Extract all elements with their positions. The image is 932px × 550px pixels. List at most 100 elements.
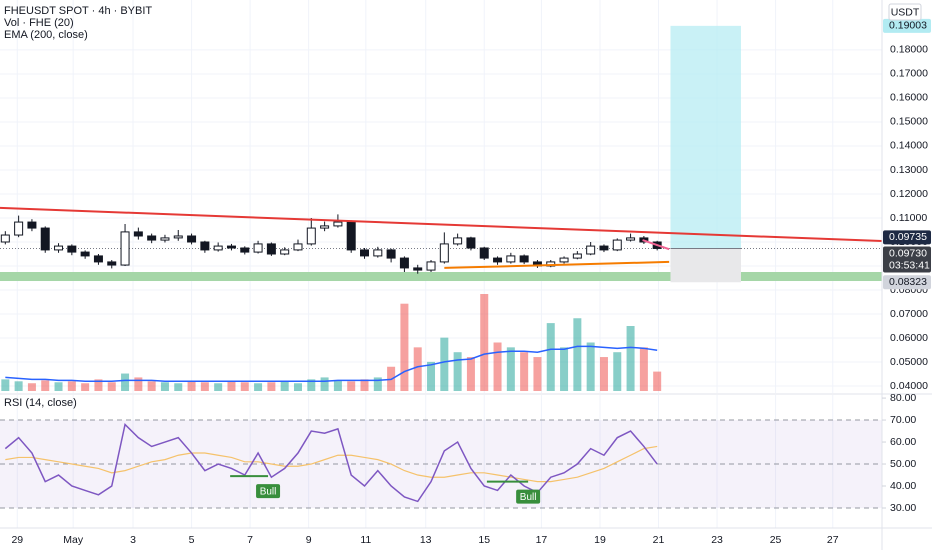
volume-bar (254, 383, 263, 391)
price-tag-label: 0.09735 (889, 231, 927, 243)
candle-body (399, 257, 409, 269)
y-tick-label: 0.18000 (890, 44, 928, 56)
y-tick-label: 60.00 (890, 436, 916, 448)
candle-body (320, 225, 330, 229)
candle-body (373, 249, 383, 257)
rsi-line (4, 422, 658, 503)
candle-body (226, 245, 236, 249)
price-tag (883, 246, 931, 273)
volume-bar (560, 347, 569, 391)
candle-body (253, 243, 263, 253)
price-axis-panel (882, 0, 932, 550)
volume-bar (573, 318, 582, 391)
volume-bar (1, 379, 10, 391)
volume-bar (187, 381, 196, 391)
volume-bar (613, 352, 622, 391)
volume-bar (626, 326, 635, 391)
countdown-label: 03:53:41 (889, 259, 930, 271)
volume-bar (639, 347, 648, 391)
candle-body (14, 221, 24, 236)
volume-ma (5, 345, 658, 383)
x-tick-label: 9 (306, 534, 312, 546)
volume-legend: Vol · FHE (20) (4, 17, 74, 29)
y-tick-label: 70.00 (890, 414, 916, 426)
candle-body (493, 257, 503, 263)
x-tick-label: 23 (711, 534, 723, 546)
candle-body (173, 235, 183, 239)
candle-body (479, 247, 489, 259)
price-tag-label: 0.08323 (889, 276, 927, 288)
volume-bar (586, 342, 595, 391)
candle-body (160, 237, 170, 241)
y-tick-label: 0.04000 (890, 380, 928, 392)
candle-body (67, 245, 77, 253)
volume-bar (240, 382, 249, 391)
volume-bar (54, 382, 63, 391)
volume-bar (466, 357, 475, 391)
volume-bar (27, 383, 36, 391)
candle-body (133, 231, 143, 237)
volume-bar (81, 383, 90, 391)
currency-button[interactable] (888, 3, 922, 21)
y-tick-label: 0.17000 (890, 68, 928, 80)
candle-body (572, 253, 582, 259)
price-tag (883, 275, 931, 290)
ema-legend: EMA (200, close) (4, 29, 88, 41)
volume-bar (533, 357, 542, 391)
volume-bar (41, 380, 50, 391)
candle-body (586, 245, 596, 255)
candle-body (426, 261, 436, 271)
position-stop (670, 248, 741, 283)
price-tag-label: 0.09730 (889, 247, 927, 259)
volume-bar (493, 342, 502, 391)
candle-body (346, 221, 356, 251)
x-tick-label: 27 (827, 534, 839, 546)
signal-badge (516, 489, 541, 504)
position-target (670, 25, 741, 249)
price-tag (883, 230, 931, 245)
volume-bar (293, 383, 302, 391)
candle-body (0, 234, 10, 243)
volume-bar (160, 382, 169, 391)
price-tag-label: 0.19003 (889, 20, 927, 32)
volume-bar (480, 294, 489, 391)
volume-bar (134, 377, 143, 391)
volume-bar (653, 371, 662, 391)
volume-bar (427, 361, 436, 391)
currency-label: USDT (891, 6, 920, 18)
y-tick-label: 0.06000 (890, 332, 928, 344)
candle-body (266, 243, 276, 255)
signal-label: Bull (260, 486, 277, 497)
y-tick-label: 0.16000 (890, 92, 928, 104)
volume-bar (347, 381, 356, 391)
volume-bar (333, 380, 342, 391)
candle-body (147, 235, 157, 241)
x-tick-label: 3 (130, 534, 136, 546)
candle-body (626, 237, 636, 241)
x-tick-label: 7 (247, 534, 253, 546)
candle-body (240, 247, 250, 253)
candle-body (519, 255, 529, 263)
trendline (642, 239, 670, 251)
y-tick-label: 0.13000 (890, 164, 928, 176)
x-tick-label: 13 (420, 534, 432, 546)
candle-body (360, 249, 370, 257)
volume-bar (400, 303, 409, 391)
volume-bar (453, 352, 462, 391)
candle-body (107, 261, 117, 266)
x-tick-label: May (63, 534, 84, 546)
candle-body (40, 227, 50, 251)
candle-body (80, 251, 90, 257)
candle-body (453, 237, 463, 245)
y-tick-label: 0.14000 (890, 140, 928, 152)
volume-bar (94, 379, 103, 391)
time-axis-panel (0, 528, 932, 550)
y-tick-label: 30.00 (890, 502, 916, 514)
x-tick-label: 17 (536, 534, 548, 546)
volume-bar (107, 382, 116, 391)
candle-body (439, 243, 449, 263)
y-tick-label: 0.15000 (890, 116, 928, 128)
y-tick-label: 50.00 (890, 458, 916, 470)
volume-bar (413, 347, 422, 391)
